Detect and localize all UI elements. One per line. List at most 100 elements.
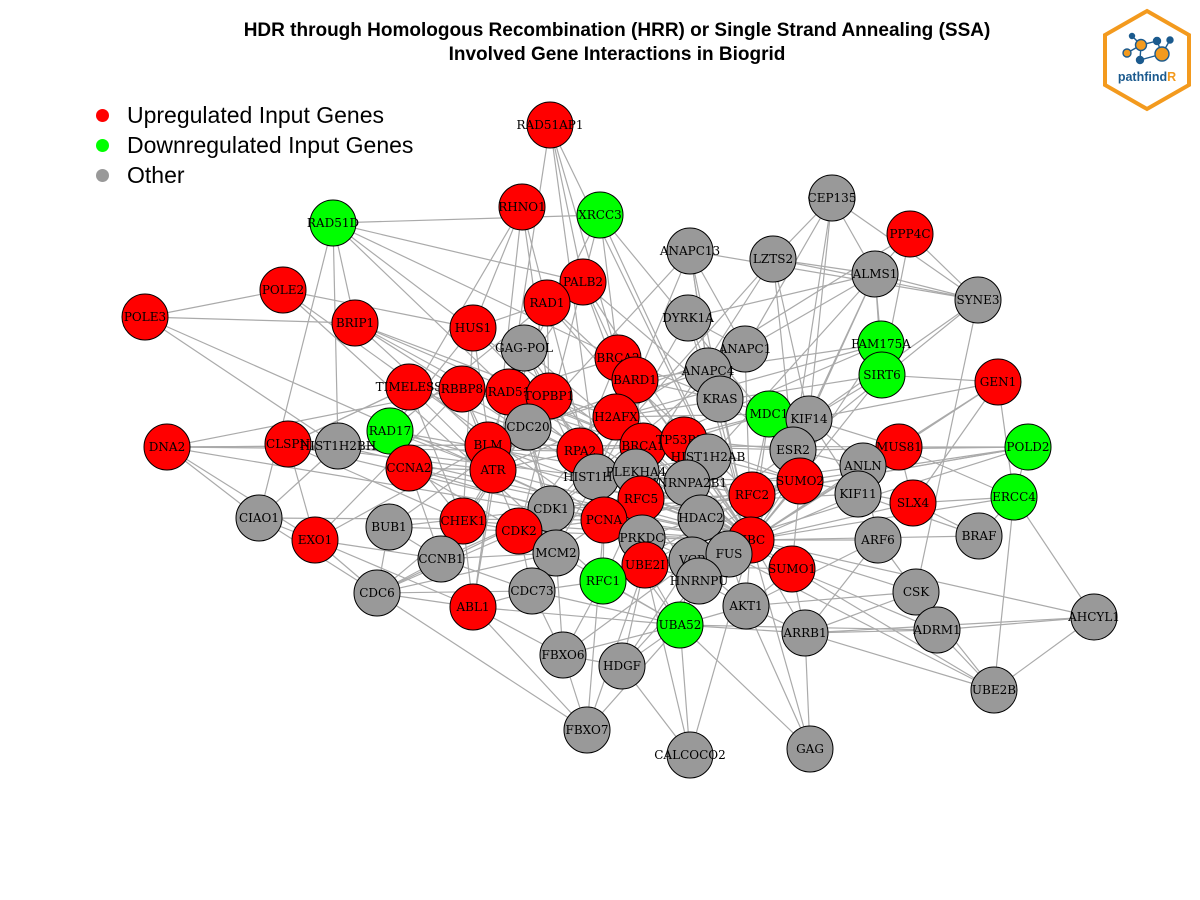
node-circle-kif11 [834, 470, 882, 518]
network-icon [1122, 32, 1174, 65]
node-circle-rad1 [523, 279, 571, 327]
node-arf6: ARF6 [854, 516, 902, 564]
edge-vcp-fbxo6 [562, 559, 693, 656]
node-label-kif14: KIF14 [790, 412, 828, 426]
node-csk: CSK [892, 568, 940, 616]
node-circle-pole3 [121, 293, 169, 341]
node-label-prkdc: PRKDC [620, 531, 665, 545]
legend-dot-other [96, 168, 109, 182]
legend-dot-upregulated [96, 108, 109, 122]
node-label-braf: BRAF [962, 529, 997, 543]
legend-label-downregulated: Downregulated Input Genes [127, 131, 414, 158]
node-bard1: BARD1 [611, 356, 659, 404]
node-ciao1: CIAO1 [235, 494, 283, 542]
edge-csk-akt1 [745, 591, 917, 607]
node-label-anapc13: ANAPC13 [659, 244, 720, 258]
node-label-pold2: POLD2 [1006, 440, 1049, 454]
node-gag-pol: GAG-POL [495, 324, 553, 372]
node-label-ube2i: UBE2I [625, 558, 665, 572]
node-label-ercc4: ERCC4 [992, 490, 1036, 504]
node-atr: ATR [469, 446, 517, 494]
node-label-dyrk1a: DYRK1A [662, 311, 714, 325]
node-label-fam175a: FAM175A [851, 337, 911, 351]
node-circle-cep135 [808, 174, 856, 222]
node-label-ahcyl1: AHCYL1 [1067, 610, 1120, 624]
edge-rad51ap1-palb2 [549, 124, 584, 283]
edge-ahcyl1-adrm1 [936, 616, 1095, 631]
node-braf: BRAF [955, 512, 1003, 560]
node-label-plekha4: PLEKHA4 [606, 465, 667, 479]
pathfindr-logo: pathfindR [1103, 8, 1191, 112]
node-circle-mcm2 [532, 529, 580, 577]
node-label-hdgf: HDGF [603, 659, 641, 673]
node-circle-lzts2 [749, 235, 797, 283]
node-rfc5: RFC5 [617, 475, 665, 523]
legend-item-downregulated: Downregulated Input Genes [96, 130, 413, 160]
node-label-cdk2: CDK2 [501, 524, 536, 538]
node-rad17: RAD17 [366, 407, 414, 455]
edge-anapc13-syne3 [689, 250, 979, 301]
edge-cdc6-cdc73 [376, 590, 533, 594]
node-label-cdc20: CDC20 [506, 420, 549, 434]
node-label-sumo2: SUMO2 [776, 474, 824, 488]
node-label-abl1: ABL1 [455, 600, 489, 614]
node-circle-cdk2 [495, 507, 543, 555]
node-sumo2: SUMO2 [776, 457, 824, 505]
node-circle-braf [955, 512, 1003, 560]
node-label-anapc4: ANAPC4 [681, 364, 735, 378]
node-label-gen1: GEN1 [980, 375, 1016, 389]
edge-abl1-fbxo7 [472, 606, 588, 731]
node-hist1h2bh: HIST1H2BH [300, 422, 376, 470]
node-circle-fbxo6 [539, 631, 587, 679]
node-label-lzts2: LZTS2 [753, 252, 793, 266]
node-pcna: PCNA [580, 496, 628, 544]
node-label-rbbp8: RBBP8 [441, 382, 483, 396]
edge-cdc6-fbxo7 [376, 592, 588, 731]
node-label-esr2: ESR2 [776, 443, 810, 457]
node-circle-cdc20 [504, 403, 552, 451]
legend-item-upregulated: Upregulated Input Genes [96, 100, 413, 130]
node-label-fus: FUS [716, 547, 743, 561]
node-dna2: DNA2 [143, 423, 191, 471]
node-chek1: CHEK1 [439, 497, 487, 545]
node-circle-cdc6 [353, 569, 401, 617]
node-pole3: POLE3 [121, 293, 169, 341]
node-circle-clspn [264, 420, 312, 468]
node-circle-hdgf [598, 642, 646, 690]
edge-ahcyl1-ercc4 [1013, 496, 1095, 618]
node-label-sirt6: SIRT6 [863, 368, 900, 382]
node-circle-ciao1 [235, 494, 283, 542]
node-label-slx4: SLX4 [897, 496, 930, 510]
legend-dot-downregulated [96, 138, 109, 152]
node-label-xrcc3: XRCC3 [578, 208, 622, 222]
node-circle-rad17 [366, 407, 414, 455]
edge-blm-exo1 [314, 444, 489, 541]
node-circle-uba52 [656, 601, 704, 649]
edge-gen1-kif14 [808, 381, 999, 420]
node-circle-fus [705, 530, 753, 578]
edge-xrcc3-ubc [599, 214, 752, 541]
node-dyrk1a: DYRK1A [662, 294, 714, 342]
edge-fam175a-h2afx [615, 343, 882, 418]
node-rad51ap1: RAD51AP1 [517, 101, 583, 149]
node-label-hnrnpa2b1: HNRNPA2B1 [647, 476, 727, 490]
node-label-uba52: UBA52 [659, 618, 702, 632]
node-circle-ube2b [970, 666, 1018, 714]
node-label-hist1h2bh: HIST1H2BH [300, 439, 376, 453]
node-circle-ube2i [621, 541, 669, 589]
node-cdc20: CDC20 [504, 403, 552, 451]
node-circle-akt1 [722, 582, 770, 630]
edge-lzts2-kif14 [772, 258, 810, 420]
edge-gen1-slx4 [912, 381, 999, 504]
node-uba52: UBA52 [656, 601, 704, 649]
node-label-mus81: MUS81 [876, 440, 922, 454]
node-label-gag-pol: GAG-POL [495, 341, 553, 355]
node-rfc1: RFC1 [579, 557, 627, 605]
node-arrb1: ARRB1 [781, 609, 829, 657]
node-label-mdc1: MDC1 [750, 407, 789, 421]
edge-palb2-ubc [582, 281, 752, 541]
node-exo1: EXO1 [291, 516, 339, 564]
node-label-adrm1: ADRM1 [912, 623, 960, 637]
edge-mcm2-cdc6 [376, 552, 557, 594]
